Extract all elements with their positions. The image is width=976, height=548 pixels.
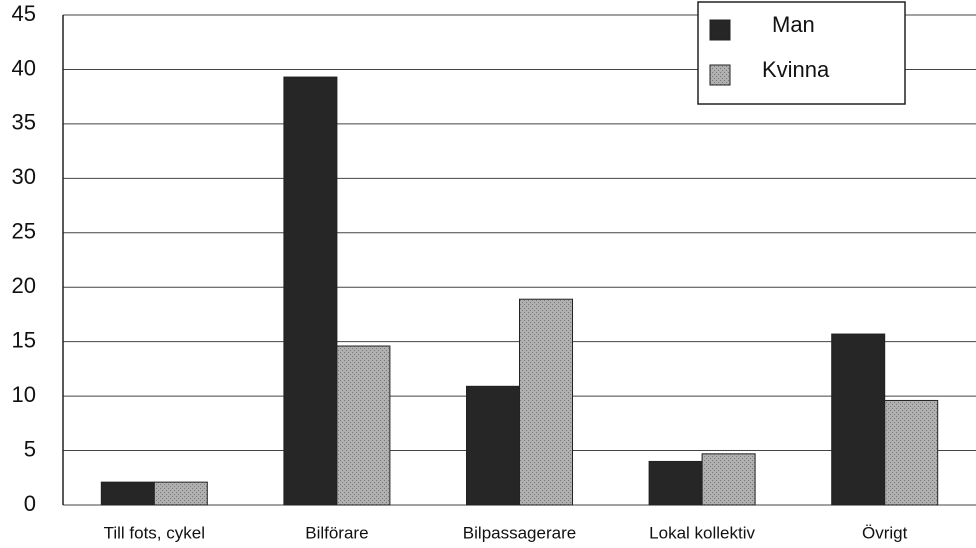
x-tick-label: Bilpassagerare	[463, 523, 576, 542]
bar	[701, 453, 756, 506]
y-tick-label: 20	[12, 273, 36, 298]
y-tick-label: 30	[12, 164, 36, 189]
legend-swatch	[709, 19, 731, 41]
bar	[648, 460, 703, 506]
y-tick-label: 40	[12, 55, 36, 80]
y-tick-label: 35	[12, 110, 36, 135]
y-tick-label: 15	[12, 327, 36, 352]
legend-label: Man	[772, 12, 815, 37]
x-tick-label: Till fots, cykel	[104, 523, 205, 542]
bar	[283, 76, 338, 506]
x-tick-label: Lokal kollektiv	[649, 523, 755, 542]
legend-swatch	[709, 64, 731, 86]
y-tick-label: 0	[24, 491, 36, 516]
y-tick-label: 25	[12, 219, 36, 244]
x-tick-label: Bilförare	[305, 523, 368, 542]
bar	[466, 385, 520, 506]
y-tick-label: 5	[24, 436, 36, 461]
bar	[336, 345, 391, 506]
legend-box	[697, 1, 906, 105]
bar	[153, 481, 208, 506]
legend-label: Kvinna	[762, 57, 830, 82]
bar	[884, 399, 939, 506]
x-tick-label: Övrigt	[862, 523, 908, 542]
bar	[100, 481, 155, 506]
bar	[519, 298, 573, 506]
y-tick-label: 10	[12, 382, 36, 407]
bar	[831, 333, 886, 506]
y-tick-label: 45	[12, 1, 36, 26]
